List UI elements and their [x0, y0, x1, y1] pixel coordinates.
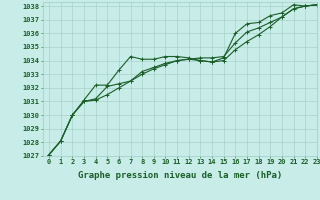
- X-axis label: Graphe pression niveau de la mer (hPa): Graphe pression niveau de la mer (hPa): [78, 171, 282, 180]
